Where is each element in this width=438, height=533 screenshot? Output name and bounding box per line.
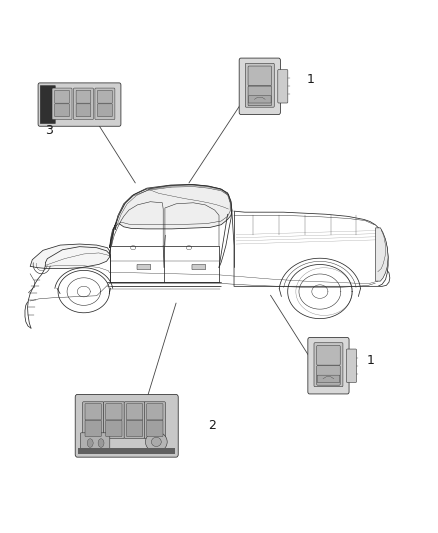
FancyBboxPatch shape [147,403,163,420]
FancyBboxPatch shape [317,366,340,385]
Ellipse shape [87,439,93,447]
FancyBboxPatch shape [137,264,151,270]
FancyBboxPatch shape [76,104,91,117]
Ellipse shape [98,439,104,447]
FancyBboxPatch shape [83,402,104,438]
FancyBboxPatch shape [52,88,72,119]
FancyBboxPatch shape [317,345,340,365]
FancyBboxPatch shape [278,70,288,103]
FancyBboxPatch shape [55,104,69,117]
FancyBboxPatch shape [239,58,280,115]
Text: 1: 1 [367,354,375,367]
Polygon shape [376,228,388,281]
FancyBboxPatch shape [127,420,143,437]
Text: 1: 1 [307,73,315,86]
FancyBboxPatch shape [85,420,101,437]
FancyBboxPatch shape [248,86,272,106]
Polygon shape [30,244,110,269]
FancyBboxPatch shape [147,420,163,437]
FancyBboxPatch shape [106,420,122,437]
FancyBboxPatch shape [127,403,143,420]
FancyBboxPatch shape [74,88,93,119]
Text: 3: 3 [45,124,53,137]
FancyBboxPatch shape [95,88,115,119]
FancyBboxPatch shape [98,104,112,117]
FancyBboxPatch shape [192,264,206,270]
FancyBboxPatch shape [248,96,271,103]
Ellipse shape [145,432,167,452]
FancyBboxPatch shape [245,63,274,107]
Polygon shape [110,184,232,248]
FancyBboxPatch shape [317,375,340,383]
Polygon shape [115,187,230,230]
FancyBboxPatch shape [314,343,343,386]
FancyBboxPatch shape [103,402,124,438]
FancyBboxPatch shape [308,337,349,394]
FancyBboxPatch shape [78,448,175,454]
FancyBboxPatch shape [145,402,165,438]
FancyBboxPatch shape [98,90,112,103]
FancyBboxPatch shape [40,85,55,124]
FancyBboxPatch shape [346,349,357,383]
Text: 2: 2 [208,419,216,432]
FancyBboxPatch shape [248,66,272,86]
FancyBboxPatch shape [38,83,121,126]
FancyBboxPatch shape [55,90,69,103]
FancyBboxPatch shape [75,394,178,457]
FancyBboxPatch shape [81,433,110,452]
FancyBboxPatch shape [124,402,145,438]
FancyBboxPatch shape [76,90,91,103]
Ellipse shape [152,437,161,447]
FancyBboxPatch shape [106,403,122,420]
FancyBboxPatch shape [85,403,101,420]
